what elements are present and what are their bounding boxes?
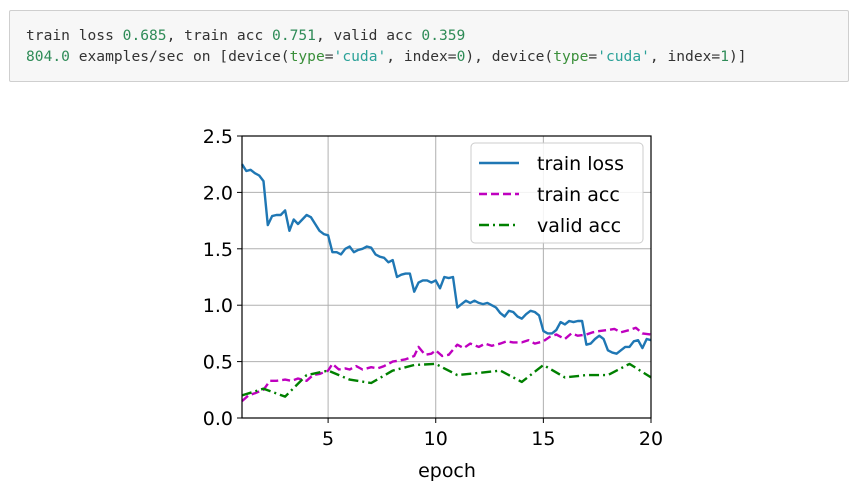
series-lines [240,163,652,403]
device-string: 'cuda' [597,48,650,65]
y-axis: 0.0 0.5 1.0 1.5 2.0 2.5 [203,126,242,430]
output-label: , index= [649,48,721,65]
output-label: , valid acc [315,27,422,44]
output-label: = [324,48,334,65]
x-axis: 5 10 15 20 [322,418,663,450]
kwarg-type: type [289,48,325,65]
output-label: )] [729,48,747,65]
x-tick-label: 10 [424,428,448,450]
plot-frame [241,135,652,419]
y-tick-label: 1.0 [203,295,233,317]
legend-label: train loss [537,153,624,175]
y-tick-label: 2.0 [203,182,233,204]
index-value: 1 [720,48,729,65]
legend-label: valid acc [537,215,621,237]
y-tick-label: 0.5 [203,352,233,374]
output-text: train loss 0.685, train acc 0.751, valid… [26,25,747,67]
series-valid-acc [241,362,652,398]
y-tick-label: 2.5 [203,126,233,148]
kwarg-type: type [553,48,589,65]
y-tick-label: 1.5 [203,239,233,261]
output-label: , train acc [166,27,273,44]
output-label: train loss [26,27,123,44]
valid-acc-value: 0.359 [421,27,466,44]
series-train-acc [241,326,652,403]
output-label: = [588,48,598,65]
y-tick-label: 0.0 [203,408,233,430]
series-train-loss [240,163,652,355]
legend: train loss train acc valid acc [470,142,644,244]
speed-value: 804.0 [26,48,70,65]
output-label: examples/sec on [device( [69,48,290,65]
output-label: , index= [386,48,457,65]
train-acc-value: 0.751 [272,27,316,44]
x-tick-label: 15 [531,428,555,450]
train-loss-value: 0.685 [122,27,167,44]
x-axis-label: epoch [418,460,476,482]
legend-label: train acc [537,184,620,206]
output-label: ), device( [465,48,554,65]
cell-output: train loss 0.685, train acc 0.751, valid… [9,10,849,82]
x-tick-label: 5 [322,428,334,450]
index-value: 0 [456,48,466,65]
legend-box [470,142,644,244]
x-tick-label: 20 [639,428,663,450]
device-string: 'cuda' [333,48,387,65]
